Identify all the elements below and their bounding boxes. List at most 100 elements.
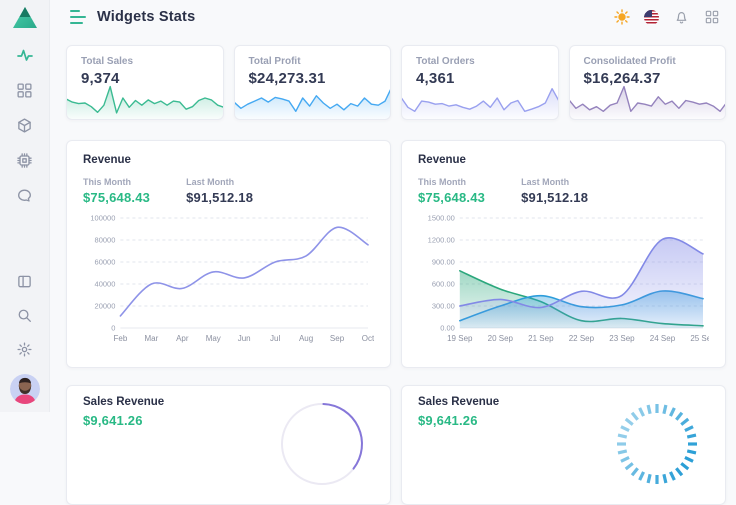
svg-text:Mar: Mar [144,334,158,343]
total-orders-sparkline [401,88,558,119]
svg-text:22 Sep: 22 Sep [569,334,595,343]
stat-card-total-profit[interactable]: Total Profit $24,273.31 [233,45,391,120]
this-month-label: This Month [418,177,466,187]
svg-text:0: 0 [111,324,115,333]
card-title: Revenue [83,154,131,166]
search-icon [18,309,31,322]
sales-revenue-card-right: Sales Revenue $9,641.26 [401,385,726,505]
package-cube-icon [18,117,31,133]
sidebar-item-widgets[interactable] [16,81,34,99]
stat-label: Consolidated Profit [583,56,676,67]
stat-card-total-sales[interactable]: Total Sales 9,374 [66,45,224,120]
stat-value: 9,374 [81,70,120,87]
stat-value: 4,361 [416,70,455,87]
sales-revenue-ring-gauge [281,403,363,485]
last-month-label: Last Month [521,177,570,187]
us-flag-icon [644,9,659,25]
this-month-value: $75,648.43 [418,190,486,205]
consolidated-profit-sparkline [569,85,726,119]
main-content: Widgets Stats [50,0,736,505]
stat-cards-row: Total Sales 9,374 Total Profit $24,273.3… [66,45,726,120]
widgets-grid-icon [17,82,32,98]
last-month-label: Last Month [186,177,235,187]
revenue-card-daily: Revenue This Month $75,648.43 Last Month… [401,140,726,368]
sidebar-item-settings[interactable] [16,340,34,358]
revenue-cards-row: Revenue This Month $75,648.43 Last Month… [66,140,726,368]
svg-text:24 Sep: 24 Sep [650,334,676,343]
svg-text:600.00: 600.00 [432,280,455,289]
svg-text:100000: 100000 [90,214,115,223]
activity-icon [16,49,33,61]
apps-menu-button[interactable] [703,9,720,26]
stat-label: Total Orders [416,56,475,67]
app-logo[interactable] [12,6,38,30]
svg-text:Sep: Sep [330,334,345,343]
svg-text:900.00: 900.00 [432,258,455,267]
menu-toggle-button[interactable] [70,10,86,24]
revenue-summary: This Month $75,648.43 Last Month $91,512… [418,177,709,205]
sidebar-item-system[interactable] [16,151,34,169]
last-month-value: $91,512.18 [521,190,589,205]
last-month-group: Last Month $91,512.18 [521,177,588,205]
chat-bubble-icon [18,189,31,202]
stat-card-total-orders[interactable]: Total Orders 4,361 [401,45,559,120]
total-sales-sparkline [66,85,223,119]
sidebar-item-activity[interactable] [16,46,34,64]
notifications-button[interactable] [673,9,690,26]
svg-text:300.00: 300.00 [432,302,455,311]
svg-text:80000: 80000 [95,236,116,245]
svg-text:1500.00: 1500.00 [428,214,455,223]
bell-icon [676,11,687,24]
svg-text:0.00: 0.00 [440,324,455,333]
language-selector-button[interactable] [643,9,660,26]
sidebar-item-layout[interactable] [16,272,34,290]
sidebar-item-products[interactable] [16,116,34,134]
this-month-group: This Month $75,648.43 [418,177,485,205]
user-avatar[interactable] [9,374,40,404]
avatar-image [9,374,40,404]
settings-gear-icon [17,341,32,357]
sales-revenue-tick-gauge [617,404,697,484]
stat-value: $24,273.31 [248,70,326,87]
daily-revenue-area-chart[interactable]: 0.00 300.00 600.00 900.00 1200.00 1500.00 19 S… [418,211,709,347]
monthly-revenue-line-chart[interactable]: 0 20000 40000 60000 80000 100000 Feb Mar Apr May J… [83,211,374,347]
svg-text:40000: 40000 [95,280,116,289]
svg-text:60000: 60000 [95,258,116,267]
svg-text:Apr: Apr [176,334,189,343]
sales-revenue-card-left: Sales Revenue $9,641.26 [66,385,391,505]
sidebar-item-search[interactable] [16,306,34,324]
svg-text:21 Sep: 21 Sep [528,334,554,343]
theme-toggle-button[interactable] [613,9,630,26]
svg-text:May: May [206,334,221,343]
revenue-card-monthly: Revenue This Month $75,648.43 Last Month… [66,140,391,368]
this-month-group: This Month $75,648.43 [83,177,150,205]
svg-text:Oct: Oct [362,334,374,343]
apps-grid-icon [705,10,718,24]
svg-text:1200.00: 1200.00 [428,236,455,245]
card-title: Sales Revenue [83,396,165,408]
layout-panel-icon [18,275,31,287]
svg-text:23 Sep: 23 Sep [609,334,635,343]
logo-triangle-icon [12,7,37,28]
sidebar-item-messages[interactable] [16,186,34,204]
stat-label: Total Sales [81,56,134,67]
svg-text:Jul: Jul [270,334,280,343]
svg-text:25 Sep: 25 Sep [690,334,709,343]
sidebar-nav-bottom [9,256,40,412]
svg-text:Jun: Jun [238,334,251,343]
card-title: Sales Revenue [418,396,500,408]
this-month-value: $75,648.43 [83,190,151,205]
sidebar-nav-top [16,30,34,204]
cpu-icon [17,152,32,168]
svg-text:Feb: Feb [114,334,128,343]
top-bar: Widgets Stats [50,0,736,34]
stat-card-consolidated-profit[interactable]: Consolidated Profit $16,264.37 [568,45,726,120]
bottom-cards-row: Sales Revenue $9,641.26 Sales Revenue $9… [66,385,726,505]
sidebar [0,0,50,412]
this-month-label: This Month [83,177,131,187]
svg-text:19 Sep: 19 Sep [447,334,473,343]
stat-label: Total Profit [248,56,301,67]
revenue-summary: This Month $75,648.43 Last Month $91,512… [83,177,374,205]
total-profit-sparkline [234,88,391,119]
